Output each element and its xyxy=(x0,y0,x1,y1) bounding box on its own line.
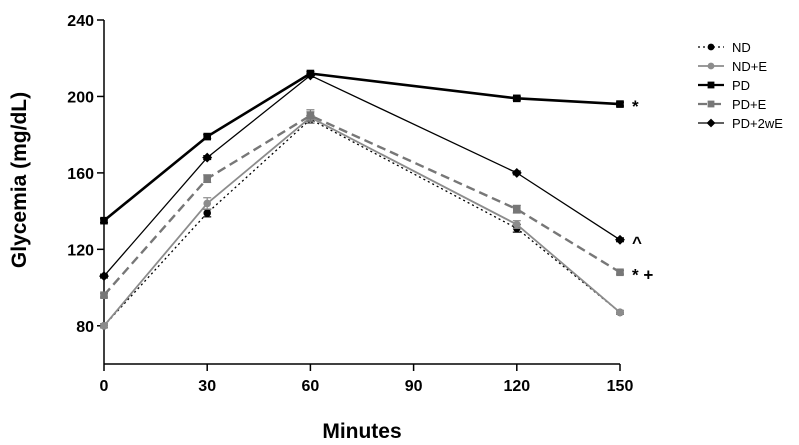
axes: 80 120 160 200 240 0 30 60 90 120 150 xyxy=(67,13,633,395)
legend-swatch-marker xyxy=(707,43,715,51)
series-nd-e xyxy=(100,111,624,330)
data-point xyxy=(203,199,211,208)
data-point xyxy=(100,216,108,225)
legend-item: PD xyxy=(698,78,750,93)
y-tick-label: 240 xyxy=(67,13,94,30)
data-point xyxy=(100,321,108,330)
data-point xyxy=(616,100,624,108)
legend-swatch-marker xyxy=(707,100,715,108)
y-axis-title: Glycemia (mg/dL) xyxy=(8,92,31,268)
data-point xyxy=(100,291,108,299)
series-pd-2we xyxy=(99,70,625,282)
x-axis-title: Minutes xyxy=(322,420,401,443)
data-point xyxy=(616,308,624,317)
significance-marker: ^ xyxy=(632,233,642,252)
series-pd-e xyxy=(100,109,624,299)
legend-item: ND+E xyxy=(698,59,767,74)
data-point xyxy=(203,174,211,183)
legend: ND ND+E PD PD+E PD+2wE xyxy=(698,40,783,131)
data-point xyxy=(203,132,211,141)
x-tick-label: 0 xyxy=(100,378,109,395)
significance-marker: * + xyxy=(632,265,653,284)
series-line xyxy=(103,118,621,327)
y-tick-label: 200 xyxy=(67,89,94,106)
data-point xyxy=(202,152,213,163)
legend-label: ND xyxy=(732,40,751,55)
legend-label: ND+E xyxy=(732,59,767,74)
data-point xyxy=(513,94,521,103)
series-line xyxy=(103,114,621,296)
series-line xyxy=(103,116,621,327)
data-point xyxy=(615,234,625,245)
significance-marker: * xyxy=(632,97,639,116)
data-point xyxy=(203,209,211,217)
legend-swatch-marker xyxy=(707,81,715,89)
legend-item: PD+E xyxy=(698,97,767,112)
data-point xyxy=(305,70,316,81)
series-nd xyxy=(100,114,624,330)
data-point xyxy=(511,167,522,178)
y-tick-label: 160 xyxy=(67,166,94,183)
x-tick-label: 30 xyxy=(198,378,216,395)
x-tick-label: 90 xyxy=(405,378,423,395)
data-point xyxy=(513,205,521,213)
data-point xyxy=(306,111,315,120)
y-tick-label: 120 xyxy=(67,242,94,259)
annotations: * ^ * + xyxy=(632,97,653,284)
legend-label: PD xyxy=(732,78,750,93)
y-tick-label: 80 xyxy=(76,319,94,336)
legend-label: PD+2wE xyxy=(732,116,783,131)
legend-label: PD+E xyxy=(732,97,767,112)
legend-swatch-marker xyxy=(707,62,715,70)
legend-item: ND xyxy=(698,40,751,55)
legend-item: PD+2wE xyxy=(698,116,783,131)
data-point xyxy=(616,268,624,277)
data-point xyxy=(99,271,109,282)
data-point xyxy=(513,220,521,229)
legend-swatch-marker xyxy=(706,118,716,128)
x-tick-label: 120 xyxy=(503,378,530,395)
series-layer xyxy=(99,69,625,330)
x-tick-label: 60 xyxy=(302,378,320,395)
x-tick-label: 150 xyxy=(607,378,634,395)
